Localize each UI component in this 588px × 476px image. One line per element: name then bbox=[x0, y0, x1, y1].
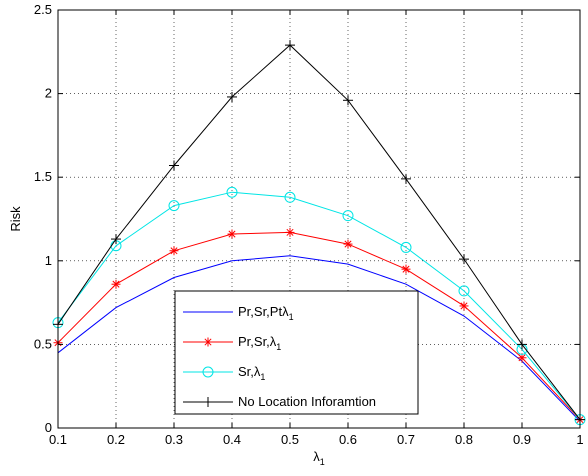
data-point bbox=[111, 279, 121, 289]
legend-label: No Location Inforamtion bbox=[238, 394, 376, 409]
data-point bbox=[227, 229, 237, 239]
series-line bbox=[57, 231, 581, 420]
data-point bbox=[169, 246, 179, 256]
data-point bbox=[517, 339, 527, 350]
ticks bbox=[57, 9, 581, 429]
x-axis-label: λ1 bbox=[313, 449, 325, 467]
legend-label: Pr,Sr,Ptλ1 bbox=[238, 304, 294, 322]
legend-swatch-marker bbox=[203, 337, 213, 347]
circle-outline bbox=[202, 366, 214, 378]
x-tick-label: 0.7 bbox=[397, 432, 415, 447]
legend-entry: Sr,λ1 bbox=[183, 364, 265, 382]
x-axis-label-sub: 1 bbox=[320, 457, 325, 467]
data-point bbox=[343, 239, 353, 249]
y-tick-label: 1 bbox=[45, 253, 52, 268]
data-point bbox=[458, 285, 470, 297]
y-tick-label: 1.5 bbox=[34, 169, 52, 184]
legend-label-main: Pr,Sr,λ bbox=[238, 334, 277, 349]
data-point bbox=[459, 301, 469, 311]
series-1 bbox=[57, 255, 581, 422]
star-stroke bbox=[518, 354, 526, 362]
x-tick-label: 1 bbox=[576, 432, 583, 447]
y-tick-label: 2 bbox=[45, 86, 52, 101]
legend-swatch-marker bbox=[203, 397, 213, 407]
star-stroke bbox=[460, 302, 468, 310]
legend-label-main: Pr,Sr,Ptλ bbox=[238, 304, 289, 319]
legend-label-sub: 1 bbox=[260, 372, 265, 382]
data-point bbox=[111, 234, 121, 245]
circle-outline bbox=[458, 285, 470, 297]
y-tick-label: 0.5 bbox=[34, 336, 52, 351]
x-axis-label-main: λ bbox=[313, 449, 320, 464]
data-point bbox=[284, 191, 296, 203]
series-line bbox=[57, 44, 581, 420]
series-line bbox=[57, 255, 581, 422]
legend-label-main: Sr,λ bbox=[238, 364, 261, 379]
series-line bbox=[57, 191, 581, 420]
y-tick-label: 2.5 bbox=[34, 2, 52, 17]
star-stroke bbox=[286, 228, 294, 236]
star-stroke bbox=[204, 338, 212, 346]
x-tick-label: 0.9 bbox=[513, 432, 531, 447]
data-point bbox=[343, 95, 353, 106]
circle-outline bbox=[342, 210, 354, 222]
data-point bbox=[342, 210, 354, 222]
x-tick-label: 0.6 bbox=[339, 432, 357, 447]
data-point bbox=[401, 264, 411, 274]
y-axis-label: Risk bbox=[8, 206, 23, 232]
star-stroke bbox=[170, 247, 178, 255]
data-point bbox=[169, 160, 179, 171]
legend-label-sub: 1 bbox=[276, 342, 281, 352]
x-tick-label: 0.2 bbox=[107, 432, 125, 447]
legend-entry: No Location Inforamtion bbox=[183, 394, 376, 409]
series-3 bbox=[52, 186, 586, 426]
star-stroke bbox=[228, 230, 236, 238]
circle-outline bbox=[168, 200, 180, 212]
legend-swatch-marker bbox=[202, 366, 214, 378]
circle-outline bbox=[400, 241, 412, 253]
data-point bbox=[168, 200, 180, 212]
data-point bbox=[401, 173, 411, 184]
x-tick-label: 0.1 bbox=[49, 432, 67, 447]
tick-labels: 0.1 0.2 0.3 0.4 0.5 0.6 0.7 0.8 0.9 1 0 0.5 1 1.5 2 2.5 bbox=[34, 2, 584, 447]
data-point bbox=[227, 91, 237, 102]
circle-outline bbox=[284, 191, 296, 203]
legend-entry: Pr,Sr,λ1 bbox=[183, 334, 281, 352]
star-stroke bbox=[402, 265, 410, 273]
plot-frame bbox=[57, 9, 581, 429]
star-stroke bbox=[112, 280, 120, 288]
legend-entry: Pr,Sr,Ptλ1 bbox=[183, 304, 294, 322]
x-tick-label: 0.3 bbox=[165, 432, 183, 447]
star-stroke bbox=[344, 240, 352, 248]
legend-label: Sr,λ1 bbox=[238, 364, 265, 382]
circle-outline bbox=[226, 186, 238, 198]
data-point bbox=[400, 241, 412, 253]
data-point bbox=[285, 40, 295, 51]
x-tick-label: 0.4 bbox=[223, 432, 241, 447]
legend-label: Pr,Sr,λ1 bbox=[238, 334, 281, 352]
data-point bbox=[459, 254, 469, 265]
legend-label-sub: 1 bbox=[289, 312, 294, 322]
data-point bbox=[285, 227, 295, 237]
x-tick-label: 0.5 bbox=[281, 432, 299, 447]
legend-label-main: No Location Inforamtion bbox=[238, 394, 376, 409]
y-tick-label: 0 bbox=[45, 420, 52, 435]
data-point bbox=[226, 186, 238, 198]
x-tick-label: 0.8 bbox=[455, 432, 473, 447]
